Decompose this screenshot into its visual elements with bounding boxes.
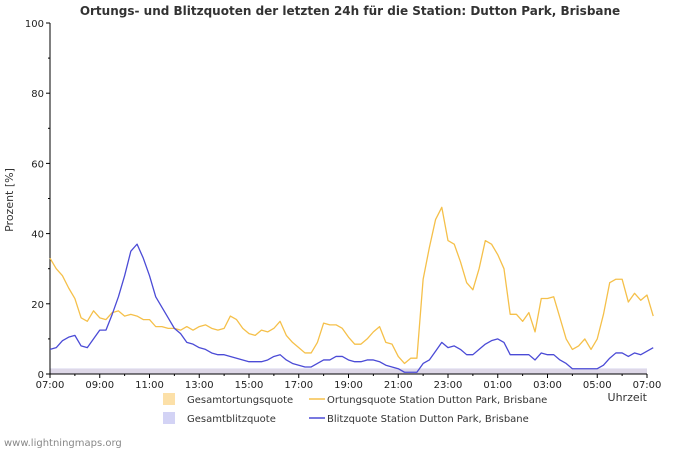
legend-label-1: Ortungsquote Station Dutton Park, Brisba…: [327, 395, 547, 406]
legend-swatch-2: [163, 412, 175, 424]
line-series-2: [49, 206, 654, 365]
axes: [46, 22, 648, 378]
x-tick-label: 07:00: [633, 380, 662, 391]
x-tick-label: 19:00: [334, 380, 363, 391]
x-tick-label: 03:00: [533, 380, 562, 391]
y-tick-label: 100: [25, 19, 44, 30]
line-series-3: [49, 243, 654, 373]
y-tick-label: 20: [31, 300, 44, 311]
tick-labels: 0 20 40 60 80 100 07:00 09:00 11:00 13:00 15:00 17:…: [25, 19, 662, 391]
x-tick-label: 13:00: [185, 380, 214, 391]
footer-source: www.lightningmaps.org: [4, 438, 122, 449]
y-tick-label: 0: [38, 370, 44, 381]
legend-swatch-0: [163, 393, 175, 405]
x-tick-label: 11:00: [135, 380, 164, 391]
x-tick-label: 05:00: [583, 380, 612, 391]
y-tick-label: 40: [31, 230, 44, 241]
chart-title: Ortungs- und Blitzquoten der letzten 24h…: [80, 4, 620, 18]
area-layer: [50, 368, 647, 374]
y-tick-label: 60: [31, 159, 44, 170]
x-axis-label: Uhrzeit: [608, 391, 648, 404]
legend-label-3: Blitzquote Station Dutton Park, Brisbane: [327, 414, 529, 425]
x-tick-label: 21:00: [384, 380, 413, 391]
x-tick-label: 09:00: [85, 380, 114, 391]
y-tick-label: 80: [31, 89, 44, 100]
x-tick-label: 07:00: [36, 380, 65, 391]
legend-label-0: Gesamtortungsquote: [187, 395, 293, 406]
x-tick-label: 23:00: [434, 380, 463, 391]
x-tick-label: 15:00: [235, 380, 264, 391]
area-series-1: [50, 368, 647, 374]
line-layer: [49, 206, 654, 373]
x-tick-label: 17:00: [284, 380, 313, 391]
y-axis-label: Prozent [%]: [3, 168, 16, 232]
legend: Gesamtortungsquote Ortungsquote Station D…: [163, 393, 547, 425]
x-tick-label: 01:00: [483, 380, 512, 391]
legend-label-2: Gesamtblitzquote: [187, 414, 276, 425]
